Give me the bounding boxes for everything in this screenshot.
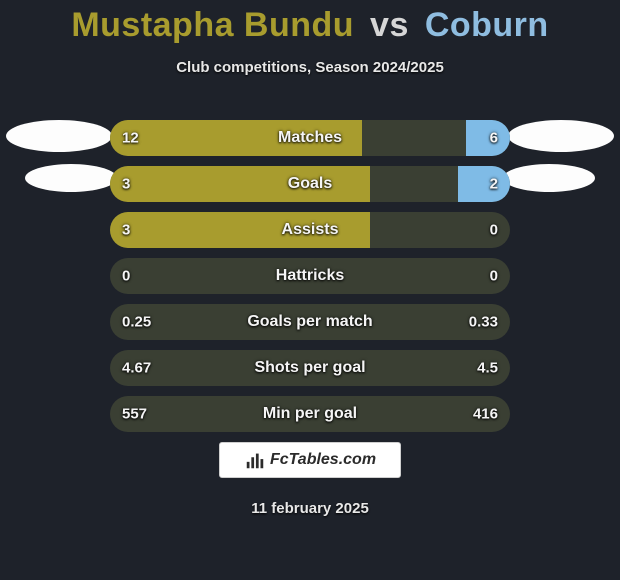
- player2-bar: [458, 166, 510, 202]
- brand-text: FcTables.com: [270, 451, 376, 469]
- metric-label: Hattricks: [276, 267, 344, 285]
- bar-chart-icon: [244, 449, 266, 471]
- player2-club-placeholder: [503, 164, 595, 192]
- comparison-row: 0.25 Goals per match 0.33: [110, 304, 510, 340]
- comparison-row: 4.67 Shots per goal 4.5: [110, 350, 510, 386]
- vs-label: vs: [370, 6, 409, 44]
- player1-club-placeholder: [25, 164, 117, 192]
- comparison-row: 3 Assists 0: [110, 212, 510, 248]
- player1-value: 4.67: [122, 360, 151, 377]
- player2-value: 4.5: [477, 360, 498, 377]
- player2-value: 0: [490, 268, 498, 285]
- comparison-row: 12 Matches 6: [110, 120, 510, 156]
- player1-value: 12: [122, 130, 139, 147]
- comparison-row: 3 Goals 2: [110, 166, 510, 202]
- player1-value: 3: [122, 176, 130, 193]
- metric-label: Shots per goal: [254, 359, 365, 377]
- player2-value: 0.33: [469, 314, 498, 331]
- comparison-rows: 12 Matches 6 3 Goals 2 3 Assists 0 0 Hattricks 0 0.2…: [110, 120, 510, 442]
- metric-label: Goals per match: [247, 313, 372, 331]
- player1-value: 0.25: [122, 314, 151, 331]
- comparison-row: 557 Min per goal 416: [110, 396, 510, 432]
- comparison-title: Mustapha Bundu vs Coburn: [0, 0, 620, 45]
- player2-value: 416: [473, 406, 498, 423]
- player2-bar: [466, 120, 510, 156]
- metric-label: Min per goal: [263, 405, 357, 423]
- player1-avatar-placeholder: [6, 120, 112, 152]
- brand-badge: FcTables.com: [219, 442, 401, 478]
- player1-value: 557: [122, 406, 147, 423]
- player2-value: 6: [490, 130, 498, 147]
- player1-value: 0: [122, 268, 130, 285]
- subtitle: Club competitions, Season 2024/2025: [0, 59, 620, 76]
- player1-name: Mustapha Bundu: [71, 6, 354, 44]
- comparison-row: 0 Hattricks 0: [110, 258, 510, 294]
- player1-value: 3: [122, 222, 130, 239]
- player2-value: 0: [490, 222, 498, 239]
- player2-name: Coburn: [425, 6, 549, 44]
- player2-avatar-placeholder: [508, 120, 614, 152]
- metric-label: Goals: [288, 175, 332, 193]
- metric-label: Matches: [278, 129, 342, 147]
- player2-value: 2: [490, 176, 498, 193]
- generated-date: 11 february 2025: [0, 500, 620, 517]
- metric-label: Assists: [282, 221, 339, 239]
